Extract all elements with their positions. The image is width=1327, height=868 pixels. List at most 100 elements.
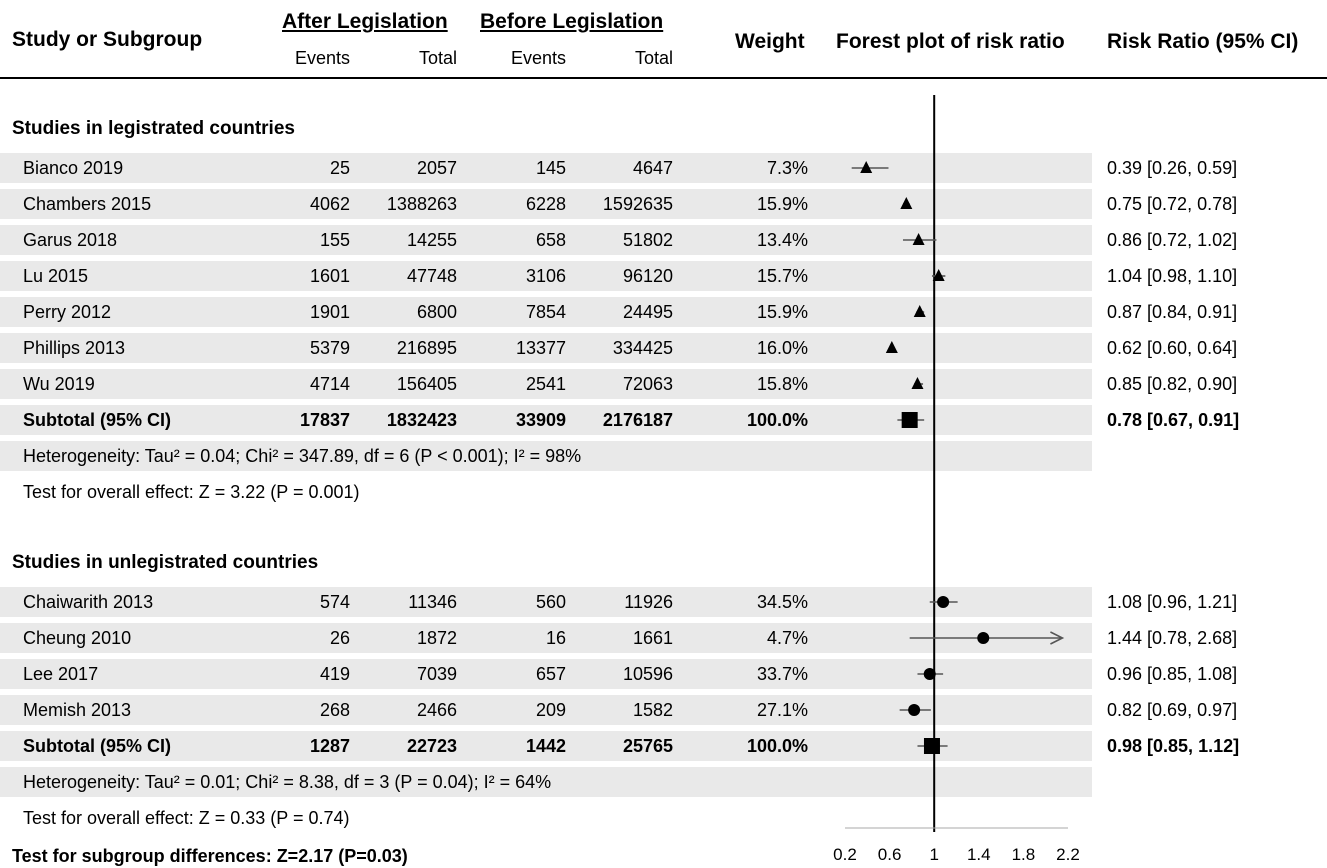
point-marker — [923, 668, 936, 680]
cell-e1: 4714 — [309, 374, 350, 394]
cell-e2: 16 — [545, 628, 566, 648]
point-marker — [937, 596, 950, 608]
point-marker — [913, 305, 926, 317]
cell-e1: 4062 — [309, 194, 350, 214]
risk-ratio-ci: 1.44 [0.78, 2.68] — [1107, 628, 1238, 648]
risk-ratio-ci: 0.96 [0.85, 1.08] — [1107, 664, 1238, 684]
x-tick-label: 1.4 — [967, 845, 991, 864]
point-marker — [911, 377, 924, 389]
cell-w: 15.9% — [756, 302, 808, 322]
study-name: Lee 2017 — [23, 664, 99, 684]
point-marker — [908, 704, 921, 716]
cell-e1: 155 — [319, 230, 350, 250]
x-tick-label: 0.6 — [878, 845, 902, 864]
subtotal-t1: 1832423 — [386, 410, 457, 430]
cell-t2: 72063 — [622, 374, 673, 394]
subtotal-row — [0, 731, 1092, 761]
study-name: Wu 2019 — [23, 374, 95, 394]
subtotal-risk-ratio: 0.98 [0.85, 1.12] — [1107, 736, 1240, 756]
x-tick-label: 1 — [929, 845, 938, 864]
header-total-before: Total — [634, 48, 673, 68]
study-name: Cheung 2010 — [23, 628, 132, 648]
cell-t2: 4647 — [632, 158, 673, 178]
cell-t2: 10596 — [622, 664, 673, 684]
header-after-legislation: After Legislation — [282, 10, 448, 33]
header-risk-ratio: Risk Ratio (95% CI) — [1107, 30, 1299, 53]
header-before-legislation: Before Legislation — [480, 10, 664, 33]
cell-t1: 156405 — [396, 374, 457, 394]
subtotal-w: 100.0% — [746, 410, 808, 430]
cell-w: 15.9% — [756, 194, 808, 214]
overall-effect-text: Test for overall effect: Z = 3.22 (P = 0… — [23, 482, 360, 502]
header-total-after: Total — [418, 48, 457, 68]
study-name: Memish 2013 — [23, 700, 132, 720]
heterogeneity-text: Heterogeneity: Tau² = 0.01; Chi² = 8.38,… — [23, 772, 552, 792]
cell-e1: 268 — [319, 700, 350, 720]
header-events-before: Events — [510, 48, 566, 68]
cell-t1: 14255 — [406, 230, 457, 250]
risk-ratio-ci: 0.85 [0.82, 0.90] — [1107, 374, 1238, 394]
subtotal-e1: 1287 — [309, 736, 350, 756]
risk-ratio-ci: 0.87 [0.84, 0.91] — [1107, 302, 1238, 322]
cell-e2: 7854 — [525, 302, 566, 322]
cell-t1: 6800 — [416, 302, 457, 322]
cell-t2: 1592635 — [602, 194, 673, 214]
point-marker — [860, 161, 873, 173]
cell-t2: 51802 — [622, 230, 673, 250]
cell-w: 7.3% — [766, 158, 808, 178]
cell-e1: 1601 — [309, 266, 350, 286]
table-row — [0, 333, 1092, 363]
subtotal-risk-ratio: 0.78 [0.67, 0.91] — [1107, 410, 1240, 430]
cell-e2: 6228 — [525, 194, 566, 214]
cell-e1: 419 — [319, 664, 350, 684]
study-name: Garus 2018 — [23, 230, 118, 250]
risk-ratio-ci: 0.75 [0.72, 0.78] — [1107, 194, 1238, 214]
cell-w: 15.7% — [756, 266, 808, 286]
overall-effect-text: Test for overall effect: Z = 0.33 (P = 0… — [23, 808, 350, 828]
study-name: Phillips 2013 — [23, 338, 126, 358]
cell-t1: 216895 — [396, 338, 457, 358]
subtotal-marker — [901, 412, 918, 428]
table-row — [0, 659, 1092, 689]
cell-t2: 1661 — [632, 628, 673, 648]
cell-e2: 13377 — [515, 338, 566, 358]
cell-w: 4.7% — [766, 628, 808, 648]
cell-t1: 1872 — [416, 628, 457, 648]
cell-e1: 5379 — [309, 338, 350, 358]
header-weight: Weight — [735, 30, 805, 53]
subtotal-label: Subtotal (95% CI) — [23, 410, 172, 430]
study-name: Chambers 2015 — [23, 194, 152, 214]
point-marker — [912, 233, 925, 245]
risk-ratio-ci: 1.04 [0.98, 1.10] — [1107, 266, 1238, 286]
header-events-after: Events — [294, 48, 350, 68]
risk-ratio-ci: 0.62 [0.60, 0.64] — [1107, 338, 1238, 358]
table-row — [0, 153, 1092, 183]
heterogeneity-text: Heterogeneity: Tau² = 0.04; Chi² = 347.8… — [23, 446, 582, 466]
subtotal-e2: 33909 — [515, 410, 566, 430]
cell-e2: 3106 — [525, 266, 566, 286]
subtotal-t2: 25765 — [622, 736, 673, 756]
cell-e2: 2541 — [525, 374, 566, 394]
cell-e1: 1901 — [309, 302, 350, 322]
point-marker — [900, 197, 913, 209]
risk-ratio-ci: 1.08 [0.96, 1.21] — [1107, 592, 1238, 612]
table-row — [0, 189, 1092, 219]
subtotal-marker — [923, 738, 940, 754]
cell-e1: 25 — [329, 158, 350, 178]
subtotal-t2: 2176187 — [602, 410, 673, 430]
cell-w: 15.8% — [756, 374, 808, 394]
cell-w: 13.4% — [756, 230, 808, 250]
subtotal-label: Subtotal (95% CI) — [23, 736, 172, 756]
cell-w: 34.5% — [756, 592, 808, 612]
cell-t1: 2466 — [416, 700, 457, 720]
point-marker — [977, 632, 990, 644]
cell-t1: 47748 — [406, 266, 457, 286]
table-row — [0, 297, 1092, 327]
group-title: Studies in unlegistrated countries — [12, 552, 319, 573]
point-marker — [932, 269, 945, 281]
heterogeneity-row — [0, 441, 1092, 471]
cell-e2: 145 — [535, 158, 566, 178]
cell-e2: 658 — [535, 230, 566, 250]
risk-ratio-ci: 0.39 [0.26, 0.59] — [1107, 158, 1238, 178]
